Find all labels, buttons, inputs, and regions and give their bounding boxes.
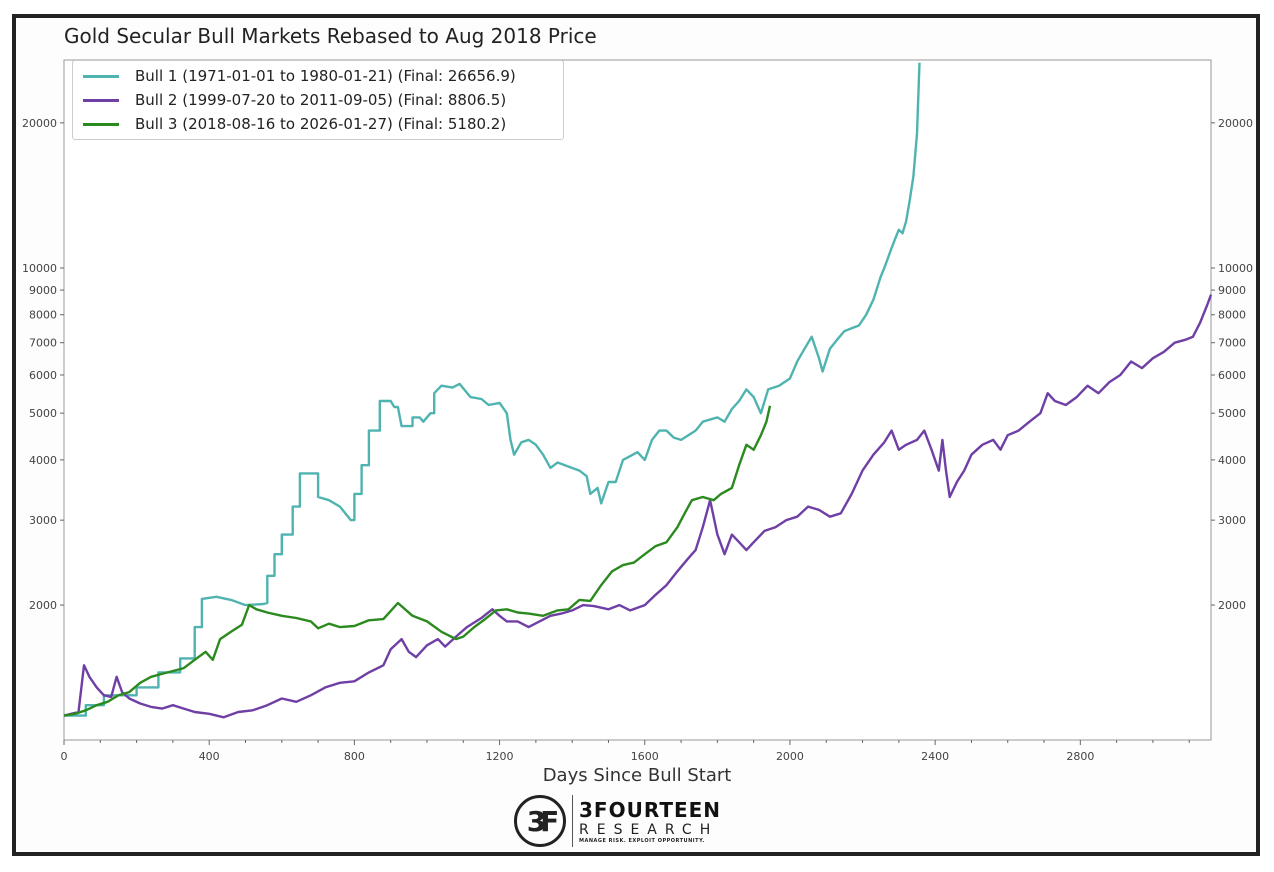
- legend-label: Bull 1 (1971-01-01 to 1980-01-21) (Final…: [135, 67, 516, 85]
- series-line-bull-2: [63, 294, 1213, 719]
- legend-item-bull-2: Bull 2 (1999-07-20 to 2011-09-05) (Final…: [83, 88, 506, 112]
- x-tick-label: 2800: [1066, 750, 1094, 763]
- series-lines: [63, 62, 1213, 719]
- y-tick-label: 7000: [1218, 337, 1246, 350]
- legend-swatch: [83, 74, 119, 78]
- y-tick-label: 10000: [22, 262, 57, 275]
- x-axis: 0 400 800 1200 1600 2000 2400 2800: [61, 740, 1190, 763]
- series-line-bull-3: [63, 405, 772, 717]
- y-tick-label: 4000: [29, 454, 57, 467]
- legend-swatch: [83, 98, 119, 102]
- y-axis-right: 2000 3000 4000 5000 6000 7000 8000 9000 10000 200…: [1211, 117, 1253, 612]
- y-tick-label: 7000: [29, 337, 57, 350]
- x-axis-label: Days Since Bull Start: [542, 765, 732, 786]
- x-tick-label: 1600: [631, 750, 659, 763]
- legend-label: Bull 2 (1999-07-20 to 2011-09-05) (Final…: [135, 91, 507, 109]
- legend-item-bull-1: Bull 1 (1971-01-01 to 1980-01-21) (Final…: [83, 64, 516, 88]
- x-tick-label: 1200: [486, 750, 514, 763]
- x-tick-label: 0: [61, 750, 68, 763]
- chart-title: Gold Secular Bull Markets Rebased to Aug…: [64, 24, 597, 48]
- y-tick-label: 2000: [29, 599, 57, 612]
- x-tick-label: 2400: [921, 750, 949, 763]
- brand-logo: 3F 3FOURTEEN RESEARCH MANAGE RISK. EXPLO…: [514, 795, 721, 847]
- y-tick-label: 10000: [1218, 262, 1253, 275]
- y-tick-label: 3000: [1218, 514, 1246, 527]
- y-tick-label: 20000: [1218, 117, 1253, 130]
- y-tick-label: 8000: [1218, 309, 1246, 322]
- y-tick-label: 3000: [29, 514, 57, 527]
- brand-tagline: MANAGE RISK. EXPLOIT OPPORTUNITY.: [579, 838, 705, 844]
- y-tick-label: 8000: [29, 309, 57, 322]
- plot-area: [63, 59, 1212, 741]
- logo-divider: [572, 795, 573, 847]
- brand-sub: RESEARCH: [579, 822, 719, 838]
- x-tick-label: 400: [199, 750, 220, 763]
- y-tick-label: 6000: [1218, 369, 1246, 382]
- series-line-bull-1: [64, 62, 921, 717]
- legend-item-bull-3: Bull 3 (2018-08-16 to 2026-01-27) (Final…: [83, 112, 506, 136]
- x-tick-label: 2000: [776, 750, 804, 763]
- y-tick-label: 9000: [29, 284, 57, 297]
- y-tick-label: 20000: [22, 117, 57, 130]
- y-tick-label: 5000: [1218, 407, 1246, 420]
- y-tick-label: 6000: [29, 369, 57, 382]
- logo-monogram-icon: 3F: [514, 795, 566, 847]
- legend-swatch: [83, 122, 119, 126]
- legend-label: Bull 3 (2018-08-16 to 2026-01-27) (Final…: [135, 115, 507, 133]
- logo-text: 3FOURTEEN RESEARCH MANAGE RISK. EXPLOIT …: [579, 798, 721, 844]
- brand-name: 3FOURTEEN: [579, 798, 722, 822]
- y-axis-left: 2000 3000 4000 5000 6000 7000 8000 9000 10000 200…: [22, 117, 64, 612]
- y-tick-label: 2000: [1218, 599, 1246, 612]
- y-tick-label: 4000: [1218, 454, 1246, 467]
- y-tick-label: 9000: [1218, 284, 1246, 297]
- x-tick-label: 800: [344, 750, 365, 763]
- y-tick-label: 5000: [29, 407, 57, 420]
- legend: Bull 1 (1971-01-01 to 1980-01-21) (Final…: [72, 60, 564, 140]
